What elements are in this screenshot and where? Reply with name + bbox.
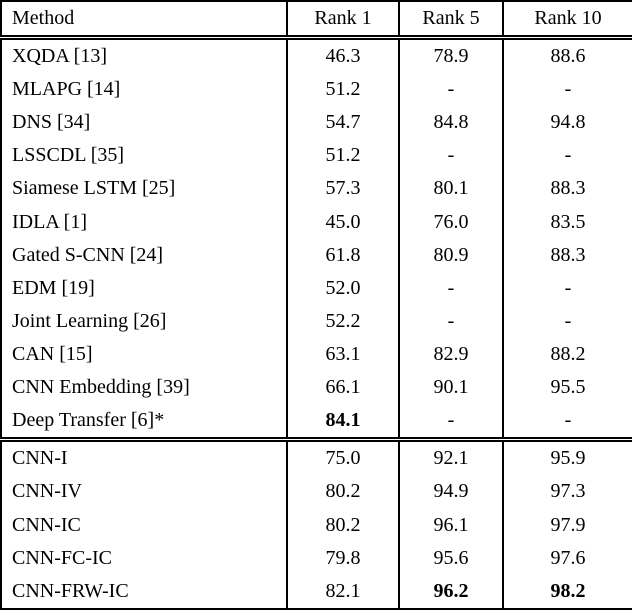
rank1-cell: 66.1 bbox=[286, 371, 399, 405]
method-cell: CNN-I bbox=[1, 437, 287, 476]
method-cell: LSSCDL [35] bbox=[12, 144, 125, 167]
method-cell: Siamese LSTM [25] bbox=[12, 177, 176, 200]
rank10-cell: - bbox=[502, 73, 632, 107]
rank1-cell: 51.2 bbox=[286, 73, 399, 107]
method-cell: IDLA [1] bbox=[12, 210, 87, 233]
method-cell: Deep Transfer [6]* bbox=[12, 409, 165, 432]
rank1-cell: 54.7 bbox=[286, 106, 399, 140]
table-header: Method Rank 1 Rank 5 Rank 10 bbox=[1, 1, 632, 40]
rank5-cell: 95.6 bbox=[398, 541, 503, 575]
rank10-cell: - bbox=[502, 404, 632, 440]
method-cell: CNN-IV bbox=[12, 480, 82, 503]
rank5-cell: 84.8 bbox=[398, 106, 503, 140]
table-row: Siamese LSTM [25] 57.3 80.1 88.3 bbox=[1, 172, 632, 206]
table-row: Joint Learning [26] 52.2 - - bbox=[1, 304, 632, 338]
header-rank1: Rank 1 bbox=[286, 1, 399, 40]
rank5-cell: - bbox=[398, 304, 503, 338]
rank1-cell: 51.2 bbox=[286, 139, 399, 173]
rank10-cell: - bbox=[502, 304, 632, 338]
rank10-cell: 83.5 bbox=[502, 205, 632, 239]
rank1-cell: 63.1 bbox=[286, 337, 399, 372]
table-row: XQDA [13] 46.3 78.9 88.6 bbox=[1, 37, 632, 74]
rank10-cell: 88.3 bbox=[502, 238, 632, 272]
method-cell: EDM [19] bbox=[12, 276, 95, 299]
table-row: MLAPG [14] 51.2 - - bbox=[1, 73, 632, 107]
table-row: Gated S-CNN [24] 61.8 80.9 88.3 bbox=[1, 238, 632, 272]
rank10-cell: 98.2 bbox=[502, 574, 632, 609]
rank5-cell: 80.1 bbox=[398, 172, 503, 206]
rank10-cell: - bbox=[502, 139, 632, 173]
header-rank10: Rank 10 bbox=[502, 1, 632, 40]
rank10-cell: 95.9 bbox=[502, 437, 632, 476]
table-row: EDM [19] 52.0 - - bbox=[1, 271, 632, 305]
rank5-cell: - bbox=[398, 73, 503, 107]
method-cell: CNN Embedding [39] bbox=[12, 376, 190, 399]
rank5-cell: 76.0 bbox=[398, 205, 503, 239]
header-rank5: Rank 5 bbox=[398, 1, 503, 40]
table-row: CNN-FC-IC 79.8 95.6 97.6 bbox=[1, 541, 632, 575]
rank5-cell: 90.1 bbox=[398, 371, 503, 405]
method-cell: MLAPG [14] bbox=[12, 78, 121, 101]
rank1-cell: 75.0 bbox=[286, 437, 399, 476]
method-cell: Joint Learning [26] bbox=[12, 309, 167, 332]
rank10-cell: 97.3 bbox=[502, 475, 632, 509]
rank1-cell: 45.0 bbox=[286, 205, 399, 239]
rank1-cell: 80.2 bbox=[286, 508, 399, 542]
rank5-cell: 92.1 bbox=[398, 437, 503, 476]
table-row: DNS [34] 54.7 84.8 94.8 bbox=[1, 106, 632, 140]
rank10-cell: 88.2 bbox=[502, 337, 632, 372]
method-cell: CNN-FRW-IC bbox=[12, 579, 129, 602]
table-body: XQDA [13] 46.3 78.9 88.6 MLAPG [14] 51.2… bbox=[1, 37, 632, 609]
rank10-cell: 95.5 bbox=[502, 371, 632, 405]
method-cell: CAN [15] bbox=[12, 343, 93, 366]
table-row: IDLA [1] 45.0 76.0 83.5 bbox=[1, 205, 632, 239]
rank5-cell: 96.1 bbox=[398, 508, 503, 542]
rank5-cell: - bbox=[398, 271, 503, 305]
rank1-cell: 84.1 bbox=[286, 404, 399, 440]
method-cell: DNS [34] bbox=[12, 111, 91, 134]
rank1-cell: 61.8 bbox=[286, 238, 399, 272]
rank5-cell: 96.2 bbox=[398, 574, 503, 609]
rank1-cell: 79.8 bbox=[286, 541, 399, 575]
header-row: Method Rank 1 Rank 5 Rank 10 bbox=[1, 1, 632, 40]
method-cell: XQDA [13] bbox=[12, 45, 107, 68]
rank10-cell: 94.8 bbox=[502, 106, 632, 140]
rank1-cell: 52.0 bbox=[286, 271, 399, 305]
table-row: CNN Embedding [39] 66.1 90.1 95.5 bbox=[1, 371, 632, 405]
rank10-cell: 97.9 bbox=[502, 508, 632, 542]
rank5-cell: 78.9 bbox=[398, 37, 503, 74]
table-row: CNN-FRW-IC 82.1 96.2 98.2 bbox=[1, 574, 632, 609]
rank1-cell: 57.3 bbox=[286, 172, 399, 206]
method-cell: Gated S-CNN [24] bbox=[12, 243, 164, 266]
rank10-cell: 97.6 bbox=[502, 541, 632, 575]
method-cell: CNN-IC bbox=[12, 513, 81, 536]
header-method: Method bbox=[1, 1, 287, 40]
table-row: CNN-IC 80.2 96.1 97.9 bbox=[1, 508, 632, 542]
table-row: CAN [15] 63.1 82.9 88.2 bbox=[1, 337, 632, 372]
rank5-cell: - bbox=[398, 404, 503, 440]
rank10-cell: - bbox=[502, 271, 632, 305]
table-row: LSSCDL [35] 51.2 - - bbox=[1, 139, 632, 173]
table-row: CNN-I 75.0 92.1 95.9 bbox=[1, 437, 632, 476]
rank5-cell: - bbox=[398, 139, 503, 173]
rank5-cell: 80.9 bbox=[398, 238, 503, 272]
table-row: Deep Transfer [6]* 84.1 - - bbox=[1, 404, 632, 440]
rank1-cell: 80.2 bbox=[286, 475, 399, 509]
method-cell: CNN-FC-IC bbox=[12, 546, 113, 569]
rank1-cell: 46.3 bbox=[286, 37, 399, 74]
rank10-cell: 88.3 bbox=[502, 172, 632, 206]
rank5-cell: 94.9 bbox=[398, 475, 503, 509]
rank10-cell: 88.6 bbox=[502, 37, 632, 74]
rank1-cell: 82.1 bbox=[286, 574, 399, 609]
rank5-cell: 82.9 bbox=[398, 337, 503, 372]
table-row: CNN-IV 80.2 94.9 97.3 bbox=[1, 475, 632, 509]
rank1-cell: 52.2 bbox=[286, 304, 399, 338]
